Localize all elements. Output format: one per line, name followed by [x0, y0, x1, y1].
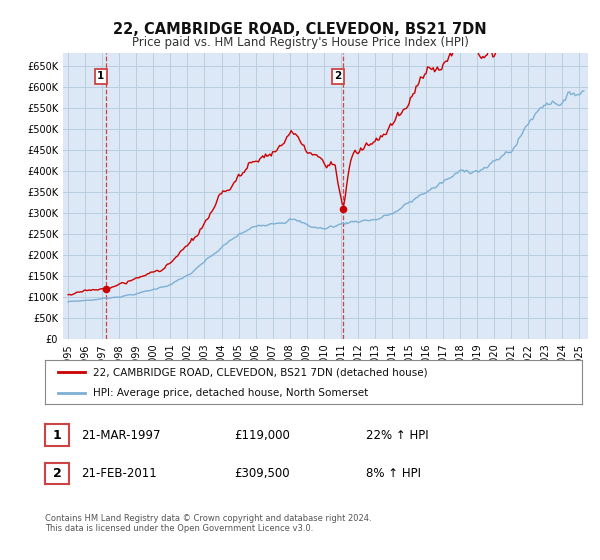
Text: 21-MAR-1997: 21-MAR-1997 — [81, 428, 161, 442]
Text: 8% ↑ HPI: 8% ↑ HPI — [366, 466, 421, 480]
Text: Price paid vs. HM Land Registry's House Price Index (HPI): Price paid vs. HM Land Registry's House … — [131, 36, 469, 49]
Text: 2: 2 — [53, 466, 61, 480]
Text: Contains HM Land Registry data © Crown copyright and database right 2024.
This d: Contains HM Land Registry data © Crown c… — [45, 514, 371, 534]
Text: £119,000: £119,000 — [234, 428, 290, 442]
Text: 21-FEB-2011: 21-FEB-2011 — [81, 466, 157, 480]
Text: 2: 2 — [334, 71, 341, 81]
Text: £309,500: £309,500 — [234, 466, 290, 480]
Text: 22% ↑ HPI: 22% ↑ HPI — [366, 428, 428, 442]
Text: 1: 1 — [97, 71, 104, 81]
Text: 22, CAMBRIDGE ROAD, CLEVEDON, BS21 7DN (detached house): 22, CAMBRIDGE ROAD, CLEVEDON, BS21 7DN (… — [94, 367, 428, 377]
Text: 22, CAMBRIDGE ROAD, CLEVEDON, BS21 7DN: 22, CAMBRIDGE ROAD, CLEVEDON, BS21 7DN — [113, 22, 487, 38]
Text: HPI: Average price, detached house, North Somerset: HPI: Average price, detached house, Nort… — [94, 388, 368, 398]
Text: 1: 1 — [53, 428, 61, 442]
